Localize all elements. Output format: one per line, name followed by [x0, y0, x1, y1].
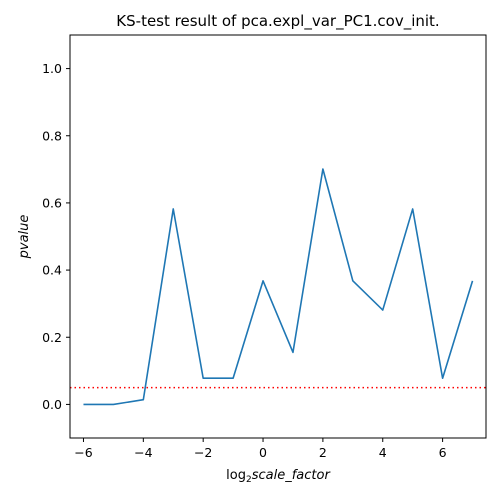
chart-title: KS-test result of pca.expl_var_PC1.cov_i… [116, 12, 439, 31]
x-tick-label: −4 [134, 445, 152, 460]
x-axis-label: log2scale_factor [226, 468, 331, 485]
y-tick-label: 0.8 [42, 128, 62, 143]
x-axis-label-main: scale_factor [252, 468, 332, 483]
y-tick-label: 0.0 [42, 397, 62, 412]
y-tick-label: 1.0 [42, 61, 62, 76]
x-axis-label-prefix: log [226, 468, 246, 483]
x-tick-label: 2 [319, 445, 327, 460]
y-axis-label: pvalue [17, 215, 32, 260]
series-line-pvalue [83, 168, 474, 406]
y-axis-ticks: 0.0 0.2 0.4 0.6 0.8 1.0 [42, 61, 70, 412]
plot-frame [69, 34, 487, 439]
x-tick-label: 0 [259, 445, 267, 460]
y-tick-label: 0.4 [42, 263, 62, 278]
x-tick-label: −2 [194, 445, 212, 460]
y-tick-label: 0.6 [42, 195, 62, 210]
x-tick-label: −6 [74, 445, 92, 460]
y-tick-label: 0.2 [42, 330, 62, 345]
x-axis-ticks: −6 −4 −2 0 2 4 6 [74, 438, 447, 460]
x-tick-label: 6 [439, 445, 447, 460]
plot-area [70, 168, 486, 406]
x-axis-label-subscript: 2 [246, 475, 252, 485]
x-tick-label: 4 [379, 445, 387, 460]
